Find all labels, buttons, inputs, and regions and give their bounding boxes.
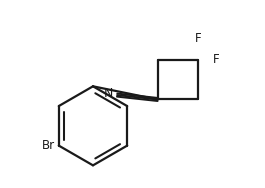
Text: F: F <box>213 53 219 67</box>
Text: Br: Br <box>42 139 55 152</box>
Text: F: F <box>195 32 202 45</box>
Text: N: N <box>104 87 113 100</box>
